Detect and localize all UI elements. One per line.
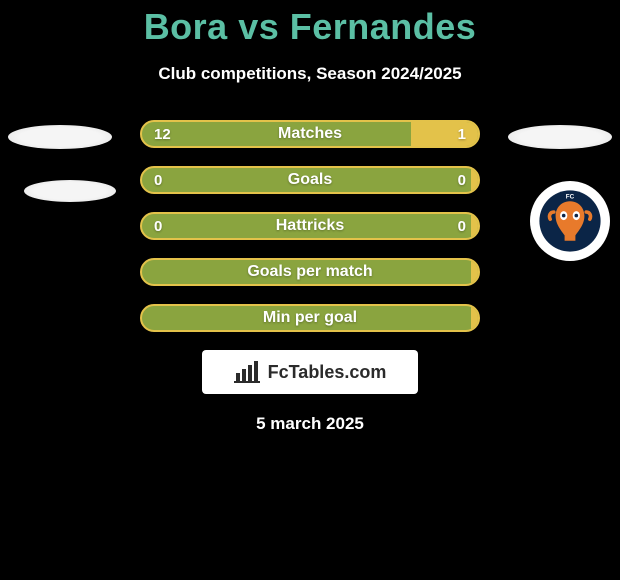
stat-value-right: 0 xyxy=(458,214,466,238)
stat-bar-matches: 12 Matches 1 xyxy=(140,120,480,148)
player-left-placeholder-1 xyxy=(8,125,112,149)
stat-label: Goals per match xyxy=(142,260,478,284)
stat-bar-hattricks: 0 Hattricks 0 xyxy=(140,212,480,240)
stat-label: Matches xyxy=(142,122,478,146)
brand-badge: FcTables.com xyxy=(202,350,418,394)
bar-chart-icon xyxy=(234,361,262,383)
club-badge-right: FC xyxy=(530,181,610,261)
page-subtitle: Club competitions, Season 2024/2025 xyxy=(0,64,620,84)
player-left-placeholder-2 xyxy=(24,180,116,202)
player-right-placeholder xyxy=(508,125,612,149)
page-title: Bora vs Fernandes xyxy=(0,6,620,48)
stat-bar-goals-per-match: Goals per match xyxy=(140,258,480,286)
stat-bars: 12 Matches 1 0 Goals 0 0 Hattricks 0 Goa… xyxy=(140,120,480,332)
stat-value-right: 1 xyxy=(458,122,466,146)
stat-label: Min per goal xyxy=(142,306,478,330)
date-label: 5 march 2025 xyxy=(0,414,620,434)
stat-bar-min-per-goal: Min per goal xyxy=(140,304,480,332)
brand-text: FcTables.com xyxy=(268,362,387,383)
stat-label: Hattricks xyxy=(142,214,478,238)
stat-label: Goals xyxy=(142,168,478,192)
fc-goa-icon: FC xyxy=(534,185,606,257)
svg-text:FC: FC xyxy=(566,194,575,201)
stat-value-right: 0 xyxy=(458,168,466,192)
stat-bar-goals: 0 Goals 0 xyxy=(140,166,480,194)
comparison-card: Bora vs Fernandes Club competitions, Sea… xyxy=(0,0,620,580)
